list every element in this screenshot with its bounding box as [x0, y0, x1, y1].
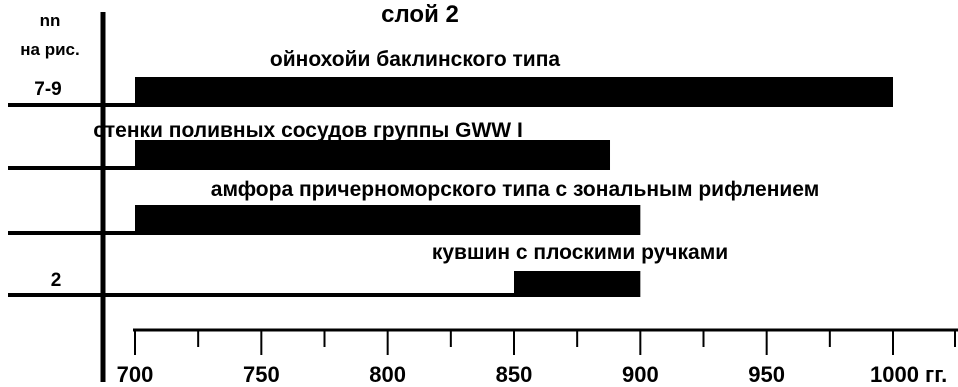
bar [135, 205, 641, 235]
bar-label: амфора причерноморского типа с зональным… [211, 178, 819, 201]
row-number: 7-9 [34, 79, 61, 100]
row-number: 2 [51, 270, 62, 291]
x-tick-label: 1000 гг. [870, 362, 947, 387]
x-tick-label: 850 [496, 362, 533, 387]
bar-label: ойнохойи баклинского типа [270, 48, 560, 71]
bar [135, 77, 893, 107]
chart-title: слой 2 [381, 1, 459, 28]
x-tick-label: 700 [117, 362, 154, 387]
x-tick-label: 750 [243, 362, 280, 387]
rows-layer: ойнохойи баклинского типа 7-9 стенки полив… [8, 48, 893, 297]
bar-label: стенки поливных сосудов группы GWW I [93, 119, 523, 142]
bar [135, 140, 611, 170]
row-header-line-1: nn [40, 11, 61, 30]
x-tick-label: 900 [622, 362, 659, 387]
row-header-line-2: на рис. [20, 40, 79, 59]
ticks-layer: 700 750 800 850 900 950 1000 гг. [117, 330, 956, 387]
x-tick-label: 950 [748, 362, 785, 387]
bar [514, 271, 641, 297]
x-tick-label: 800 [369, 362, 406, 387]
bar-label: кувшин с плоскими ручками [432, 241, 728, 264]
